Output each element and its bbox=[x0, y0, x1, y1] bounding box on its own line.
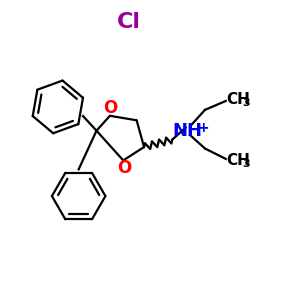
Text: Cl: Cl bbox=[117, 12, 141, 32]
Text: 3: 3 bbox=[242, 98, 250, 108]
Text: +: + bbox=[198, 121, 209, 135]
Text: 3: 3 bbox=[242, 159, 250, 169]
Text: NH: NH bbox=[172, 122, 202, 140]
Text: O: O bbox=[118, 159, 132, 177]
Text: O: O bbox=[103, 99, 117, 117]
Text: CH: CH bbox=[227, 92, 250, 107]
Text: CH: CH bbox=[227, 153, 250, 168]
